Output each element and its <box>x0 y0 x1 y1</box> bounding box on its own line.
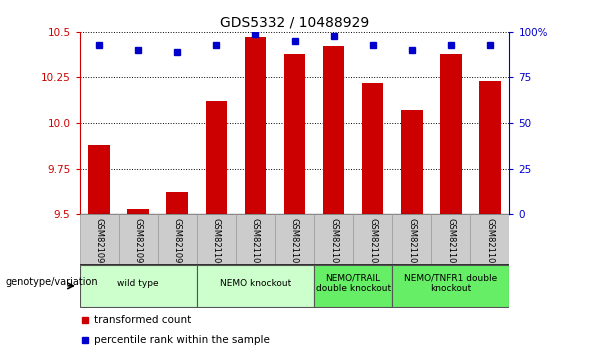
Bar <box>244 37 266 214</box>
Bar <box>158 214 197 264</box>
Bar <box>353 214 392 264</box>
Bar <box>440 54 462 214</box>
Bar <box>236 214 275 264</box>
Text: GSM821098: GSM821098 <box>134 218 143 269</box>
Text: GSM821104: GSM821104 <box>368 218 377 269</box>
Bar <box>314 265 392 307</box>
Bar <box>401 110 422 214</box>
Text: NEMO/TNFR1 double
knockout: NEMO/TNFR1 double knockout <box>404 274 498 293</box>
Bar <box>479 81 501 214</box>
Text: NEMO/TRAIL
double knockout: NEMO/TRAIL double knockout <box>316 274 391 293</box>
Text: NEMO knockout: NEMO knockout <box>220 279 291 288</box>
Bar <box>284 54 305 214</box>
Text: GSM821100: GSM821100 <box>212 218 221 269</box>
Bar <box>88 145 110 214</box>
Text: GSM821107: GSM821107 <box>485 218 494 269</box>
Title: GDS5332 / 10488929: GDS5332 / 10488929 <box>220 15 369 29</box>
Text: GSM821101: GSM821101 <box>251 218 260 269</box>
Bar <box>471 214 509 264</box>
Text: transformed count: transformed count <box>94 315 191 325</box>
Bar <box>392 214 431 264</box>
Bar <box>323 46 345 214</box>
Text: GSM821105: GSM821105 <box>407 218 416 269</box>
Bar <box>431 214 471 264</box>
Text: GSM821102: GSM821102 <box>290 218 299 269</box>
Text: genotype/variation: genotype/variation <box>6 277 98 287</box>
Bar <box>80 214 118 264</box>
Bar <box>392 265 509 307</box>
Bar <box>275 214 314 264</box>
Bar <box>80 265 197 307</box>
Text: GSM821103: GSM821103 <box>329 218 338 269</box>
Bar <box>127 209 149 214</box>
Bar <box>362 83 383 214</box>
Bar <box>197 214 236 264</box>
Text: wild type: wild type <box>117 279 159 288</box>
Text: GSM821106: GSM821106 <box>446 218 455 269</box>
Bar <box>118 214 158 264</box>
Bar <box>167 192 188 214</box>
Bar <box>197 265 314 307</box>
Text: GSM821097: GSM821097 <box>95 218 104 269</box>
Bar <box>314 214 353 264</box>
Text: GSM821099: GSM821099 <box>173 218 182 269</box>
Bar <box>206 101 227 214</box>
Text: percentile rank within the sample: percentile rank within the sample <box>94 335 270 345</box>
